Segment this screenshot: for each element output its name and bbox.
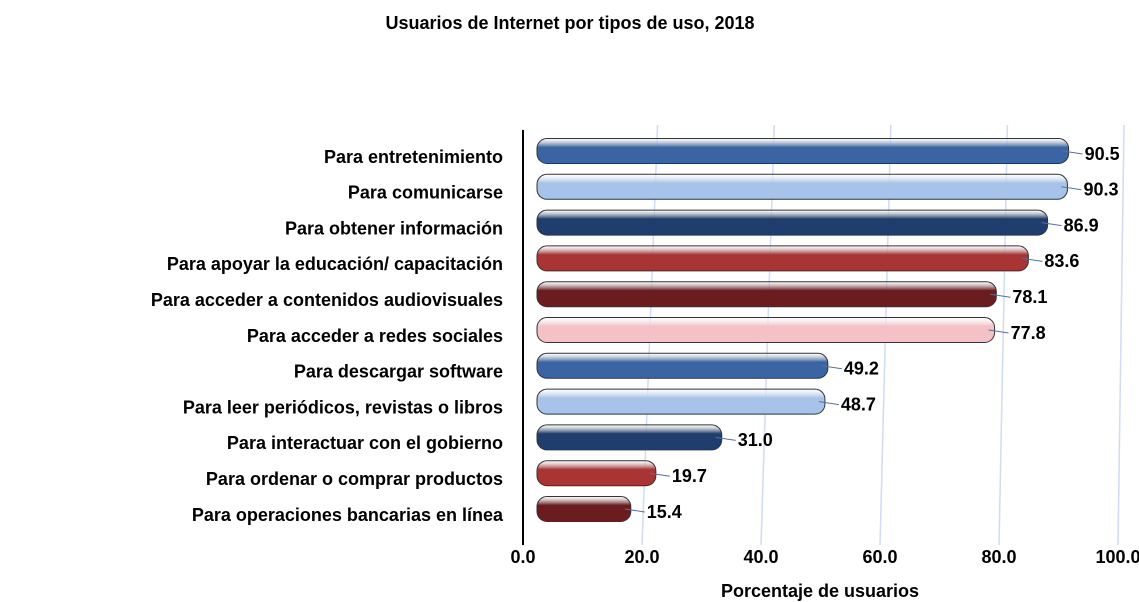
- leader-line: [624, 508, 645, 513]
- data-label: 90.5: [1085, 144, 1120, 164]
- bar: [536, 352, 829, 379]
- bar: [536, 424, 723, 451]
- grid-line: [1117, 124, 1125, 546]
- x-tick-label: 80.0: [981, 547, 1016, 567]
- data-label: 77.8: [1011, 323, 1046, 343]
- data-label: 86.9: [1064, 215, 1099, 235]
- leader-line: [1041, 222, 1062, 227]
- data-label: 78.1: [1012, 287, 1047, 307]
- leader-line: [1061, 186, 1082, 191]
- bar: [536, 173, 1068, 200]
- x-axis-label: Porcentaje de usuarios: [721, 581, 919, 601]
- data-label: 31.0: [738, 430, 773, 450]
- bar: [536, 281, 997, 308]
- y-tick-label: Para apoyar la educación/ capacitación: [167, 254, 503, 274]
- leader-line: [715, 436, 736, 441]
- y-tick-label: Para comunicarse: [348, 183, 503, 203]
- leader-line: [990, 293, 1011, 298]
- data-label: 15.4: [647, 502, 682, 522]
- leader-line: [649, 472, 670, 477]
- bar: [536, 138, 1070, 164]
- x-tick-label: 60.0: [862, 547, 897, 567]
- data-label: 83.6: [1044, 251, 1079, 271]
- x-tick-label: 100.0: [1095, 547, 1139, 567]
- data-label: 90.3: [1083, 180, 1118, 200]
- y-tick-label: Para entretenimiento: [324, 147, 503, 167]
- y-tick-label: Para interactuar con el gobierno: [227, 433, 503, 453]
- chart-title: Usuarios de Internet por tipos de uso, 2…: [385, 13, 754, 33]
- y-tick-label: Para acceder a contenidos audiovisuales: [151, 290, 503, 310]
- data-label: 49.2: [844, 359, 879, 379]
- bar: [536, 245, 1029, 272]
- leader-line: [821, 365, 842, 370]
- bar: [536, 388, 826, 415]
- data-label: 48.7: [841, 394, 876, 414]
- bar: [536, 460, 657, 487]
- y-tick-label: Para leer periódicos, revistas o libros: [183, 397, 503, 417]
- leader-line: [988, 329, 1009, 334]
- leader-line: [1022, 257, 1043, 262]
- x-tick-label: 40.0: [743, 547, 778, 567]
- bar: [536, 209, 1049, 236]
- y-tick-label: Para obtener información: [285, 218, 503, 238]
- bar: [536, 317, 996, 343]
- y-tick-label: Para ordenar o comprar productos: [206, 469, 503, 489]
- leader-line: [818, 401, 839, 406]
- y-tick-label: Para operaciones bancarias en línea: [192, 505, 504, 525]
- data-label: 19.7: [672, 466, 707, 486]
- x-tick-label: 20.0: [624, 547, 659, 567]
- bar: [536, 496, 632, 522]
- y-tick-label: Para acceder a redes sociales: [247, 326, 503, 346]
- leader-line: [1062, 150, 1083, 155]
- y-tick-label: Para descargar software: [294, 362, 503, 382]
- x-tick-label: 0.0: [510, 547, 535, 567]
